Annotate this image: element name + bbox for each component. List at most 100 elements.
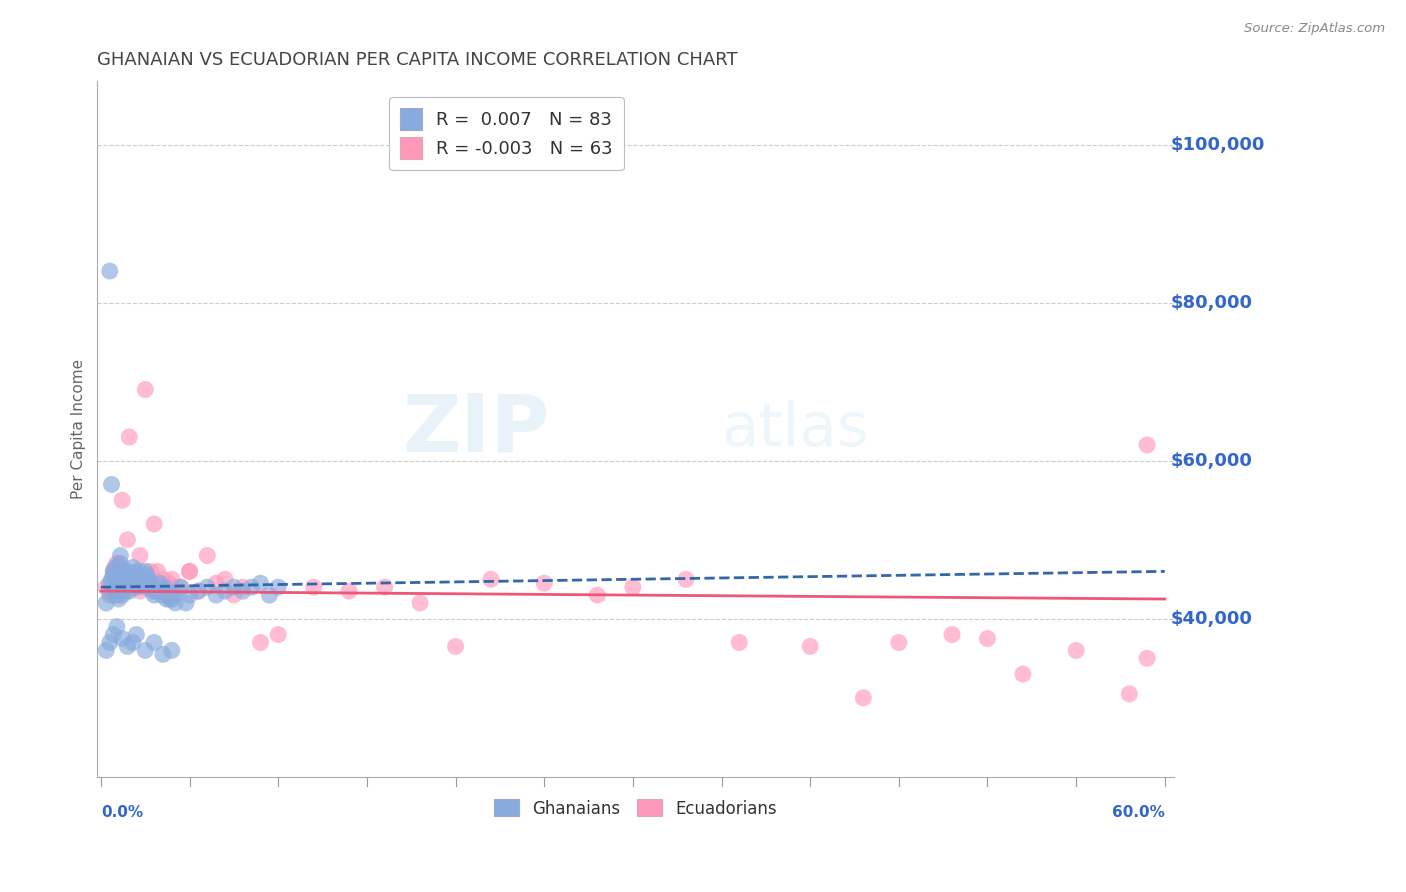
Point	[125, 580, 148, 594]
Point	[170, 580, 193, 594]
Point	[134, 383, 156, 397]
Point	[195, 549, 218, 563]
Point	[214, 572, 236, 586]
Point	[114, 576, 136, 591]
Point	[118, 576, 141, 591]
Point	[586, 588, 609, 602]
Point	[146, 565, 169, 579]
Point	[105, 620, 128, 634]
Point	[118, 430, 141, 444]
Point	[96, 596, 118, 610]
Point	[160, 592, 183, 607]
Point	[110, 557, 132, 571]
Point	[117, 533, 139, 547]
Point	[117, 572, 139, 586]
Point	[941, 627, 963, 641]
Text: Source: ZipAtlas.com: Source: ZipAtlas.com	[1244, 22, 1385, 36]
Point	[259, 588, 281, 602]
Point	[205, 588, 228, 602]
Point	[1012, 667, 1035, 681]
Point	[104, 560, 127, 574]
Point	[136, 568, 159, 582]
Point	[533, 576, 555, 591]
Point	[129, 549, 152, 563]
Point	[976, 632, 998, 646]
Text: $40,000: $40,000	[1170, 610, 1251, 628]
Point	[139, 565, 162, 579]
Point	[127, 568, 149, 582]
Point	[155, 592, 177, 607]
Point	[129, 565, 152, 579]
Point	[374, 580, 396, 594]
Point	[100, 576, 122, 591]
Point	[165, 580, 187, 594]
Point	[148, 576, 170, 591]
Point	[160, 572, 183, 586]
Point	[195, 580, 218, 594]
Point	[105, 580, 128, 594]
Point	[103, 568, 125, 582]
Point	[675, 572, 697, 586]
Point	[157, 588, 180, 602]
Point	[121, 572, 143, 586]
Point	[117, 640, 139, 654]
Point	[120, 572, 142, 586]
Point	[160, 643, 183, 657]
Point	[157, 576, 180, 591]
Point	[249, 635, 271, 649]
Point	[152, 584, 174, 599]
Point	[143, 588, 166, 602]
Point	[174, 596, 197, 610]
Point	[138, 572, 160, 586]
Point	[170, 580, 193, 594]
Point	[728, 635, 751, 649]
Point	[479, 572, 502, 586]
Point	[96, 580, 118, 594]
Point	[267, 580, 290, 594]
Point	[125, 627, 148, 641]
Point	[111, 588, 134, 602]
Point	[249, 576, 271, 591]
Point	[222, 580, 245, 594]
Point	[187, 584, 209, 599]
Point	[110, 572, 132, 586]
Point	[131, 572, 153, 586]
Point	[152, 584, 174, 599]
Point	[134, 580, 156, 594]
Point	[240, 580, 263, 594]
Point	[139, 576, 162, 591]
Point	[337, 584, 360, 599]
Point	[222, 588, 245, 602]
Point	[98, 635, 121, 649]
Point	[107, 576, 129, 591]
Point	[103, 565, 125, 579]
Point	[187, 584, 209, 599]
Point	[121, 560, 143, 574]
Point	[104, 580, 127, 594]
Text: ZIP: ZIP	[402, 390, 550, 468]
Point	[129, 576, 152, 591]
Point	[141, 584, 163, 599]
Text: $80,000: $80,000	[1170, 293, 1253, 311]
Point	[162, 588, 184, 602]
Point	[150, 588, 173, 602]
Point	[143, 516, 166, 531]
Point	[146, 580, 169, 594]
Point	[409, 596, 432, 610]
Y-axis label: Per Capita Income: Per Capita Income	[72, 359, 86, 500]
Point	[105, 557, 128, 571]
Point	[179, 565, 201, 579]
Point	[117, 568, 139, 582]
Text: atlas: atlas	[721, 400, 869, 458]
Point	[124, 572, 146, 586]
Point	[100, 477, 122, 491]
Point	[117, 565, 139, 579]
Point	[107, 576, 129, 591]
Point	[1064, 643, 1087, 657]
Point	[145, 584, 167, 599]
Point	[302, 580, 325, 594]
Point	[121, 580, 143, 594]
Point	[179, 565, 201, 579]
Point	[152, 572, 174, 586]
Point	[111, 493, 134, 508]
